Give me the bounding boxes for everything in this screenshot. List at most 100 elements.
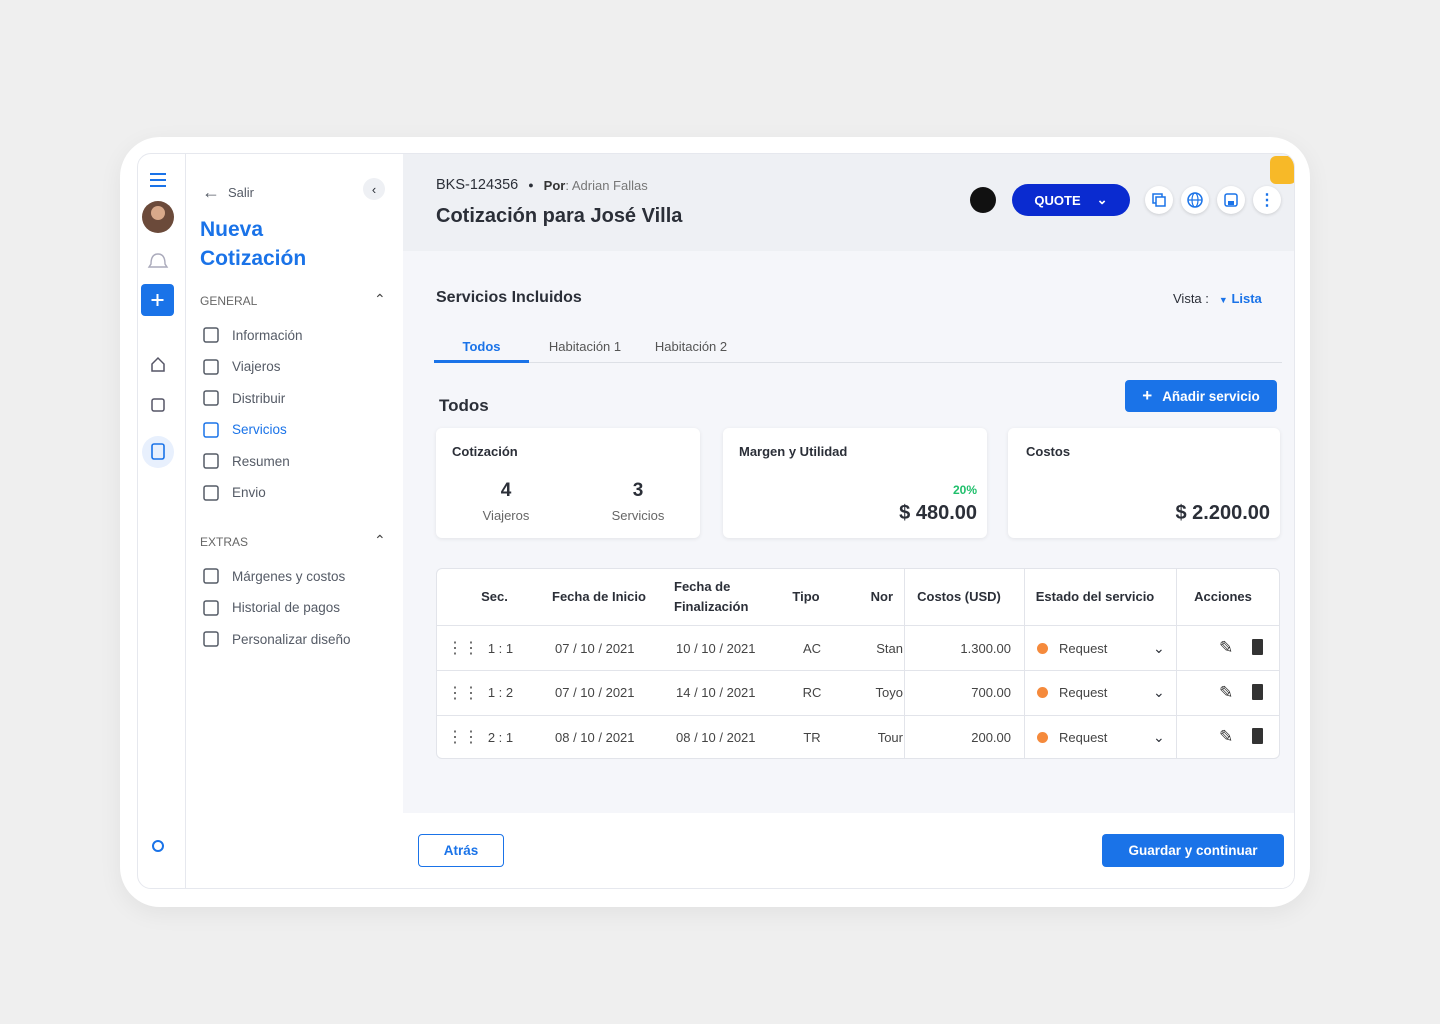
collapse-button[interactable]: ‹ bbox=[363, 178, 385, 200]
dot: ● bbox=[528, 180, 534, 190]
icon bbox=[1187, 192, 1203, 208]
nav-item[interactable]: Servicios bbox=[202, 421, 287, 439]
delete-button[interactable] bbox=[1252, 639, 1263, 655]
drag-handle[interactable]: ⋮⋮ bbox=[447, 640, 479, 657]
nav-item[interactable]: Información bbox=[202, 326, 303, 344]
add-service-button[interactable]: + Añadir servicio bbox=[1125, 380, 1277, 412]
plus: + bbox=[1142, 386, 1153, 405]
quote-code: BKS-124356 bbox=[436, 177, 519, 193]
nav-item[interactable]: Márgenes y costos bbox=[202, 567, 345, 585]
nav-label: Viajeros bbox=[232, 359, 281, 374]
group-toggle[interactable]: ⌃ bbox=[374, 291, 386, 307]
author: : Adrian Fallas bbox=[565, 177, 648, 193]
group-label: EXTRAS bbox=[200, 535, 249, 549]
column-header: Estado del servicio bbox=[1035, 589, 1155, 604]
margin-amount: $ 480.00 bbox=[899, 502, 977, 524]
delete-button[interactable] bbox=[1252, 683, 1263, 700]
table-cell: 07 / 10 / 2021 bbox=[555, 640, 635, 656]
status-select[interactable]: Request bbox=[1025, 671, 1177, 715]
status-select[interactable]: Request bbox=[1025, 715, 1177, 759]
nav-item[interactable]: Envio bbox=[202, 484, 266, 502]
nav-icon bbox=[203, 568, 219, 584]
status-dot bbox=[1037, 642, 1048, 654]
row-rule bbox=[437, 670, 1279, 671]
app: ← Salir ‹ Nueva Cotización GENERAL ⌃ Inform… bbox=[137, 153, 1295, 889]
status-label: Request bbox=[1059, 729, 1108, 745]
nav-item[interactable]: Viajeros bbox=[202, 358, 281, 376]
nav-label: Personalizar diseño bbox=[232, 631, 351, 647]
exit-link[interactable]: ← Salir bbox=[202, 182, 254, 203]
view-label: Vista : bbox=[1173, 291, 1209, 306]
nav-icon bbox=[203, 390, 219, 406]
content: Servicios Incluidos Vista : ▼ Lista Todos… bbox=[403, 251, 1294, 813]
table-cell: Stan bbox=[876, 640, 903, 656]
table-cell: 2 : 1 bbox=[487, 729, 514, 745]
icon bbox=[1152, 193, 1166, 207]
travelers-count: 4 bbox=[500, 480, 512, 501]
table-cell: 08 / 10 / 2021 bbox=[555, 729, 635, 745]
tab[interactable]: Habitación 1 bbox=[548, 339, 622, 354]
table-cell: 1 : 1 bbox=[487, 640, 514, 656]
status-label: QUOTE bbox=[1034, 192, 1081, 208]
web-button[interactable] bbox=[1181, 186, 1209, 214]
table-cell: 07 / 10 / 2021 bbox=[555, 685, 635, 700]
save-button[interactable] bbox=[1217, 186, 1245, 214]
nav-item[interactable]: Historial de pagos bbox=[202, 599, 340, 617]
card-title: Costos bbox=[1026, 444, 1071, 459]
card-margin: Margen y Utilidad 20% $ 480.00 bbox=[723, 428, 987, 538]
nav-icon bbox=[203, 358, 219, 375]
column-header: Nor bbox=[870, 589, 893, 604]
back-button[interactable]: Atrás bbox=[418, 834, 504, 867]
more-button[interactable]: ⋮ bbox=[1253, 186, 1281, 214]
nav-icon bbox=[203, 631, 219, 647]
subtitle: Todos bbox=[439, 396, 489, 415]
next-button[interactable]: Guardar y continuar bbox=[1102, 834, 1284, 867]
copy-button[interactable] bbox=[1145, 186, 1173, 214]
card-title: Margen y Utilidad bbox=[739, 444, 848, 459]
column-header: Fecha de Finalización bbox=[674, 579, 749, 614]
drag-handle[interactable]: ⋮⋮ bbox=[447, 684, 479, 702]
table-cell: 08 / 10 / 2021 bbox=[676, 729, 756, 745]
exit-label: Salir bbox=[228, 185, 255, 200]
header: BKS-124356 ● Por: Adrian Fallas Cotizació… bbox=[403, 154, 1294, 251]
icon-rail bbox=[138, 154, 186, 888]
services-table: Sec. Fecha de Inicio Fecha de Finalización… bbox=[436, 568, 1280, 759]
nav-item[interactable]: Personalizar diseño bbox=[202, 630, 351, 648]
status-label: Request bbox=[1059, 640, 1108, 656]
nav-label: Distribuir bbox=[232, 390, 286, 406]
nav-icon bbox=[203, 453, 219, 469]
edit-button[interactable]: ✎ bbox=[1219, 682, 1234, 702]
table-cell: 1.300.00 bbox=[960, 640, 1011, 656]
column-rule bbox=[1024, 569, 1025, 758]
delete-button[interactable] bbox=[1252, 728, 1263, 744]
back-arrow: ← bbox=[202, 182, 220, 202]
tab[interactable]: Todos bbox=[434, 339, 529, 363]
nav-item[interactable]: Resumen bbox=[202, 452, 290, 470]
nav-icon bbox=[203, 599, 219, 616]
column-header: Sec. bbox=[481, 589, 508, 604]
panel-toggle[interactable] bbox=[1270, 156, 1294, 184]
table-cell: 1 : 2 bbox=[487, 685, 514, 700]
edit-button[interactable]: ✎ bbox=[1219, 638, 1234, 657]
tab[interactable]: Habitación 2 bbox=[654, 339, 728, 354]
nav-icon bbox=[203, 421, 219, 438]
table-cell: AC bbox=[802, 640, 822, 656]
services-count: 3 bbox=[632, 480, 644, 501]
view-switch[interactable]: Vista : ▼ Lista bbox=[1173, 291, 1262, 306]
status-button[interactable]: QUOTE ⌄ bbox=[1012, 184, 1130, 216]
row-rule bbox=[437, 714, 1279, 716]
drag-handle[interactable]: ⋮⋮ bbox=[447, 729, 479, 746]
nav-item[interactable]: Distribuir bbox=[202, 389, 285, 407]
group-toggle[interactable]: ⌃ bbox=[374, 532, 386, 548]
add-service-label: Añadir servicio bbox=[1162, 388, 1260, 404]
sidebar: ← Salir ‹ Nueva Cotización GENERAL ⌃ Inform… bbox=[186, 154, 403, 888]
status-chevron: ⌄ bbox=[1153, 639, 1165, 656]
nav-icon bbox=[203, 327, 219, 343]
status-select[interactable]: Request bbox=[1025, 626, 1177, 670]
edit-button[interactable]: ✎ bbox=[1219, 727, 1234, 746]
nav-label: Servicios bbox=[232, 422, 287, 437]
header-meta: BKS-124356 ● Por: Adrian Fallas bbox=[436, 177, 648, 193]
rail-icons bbox=[141, 173, 174, 852]
